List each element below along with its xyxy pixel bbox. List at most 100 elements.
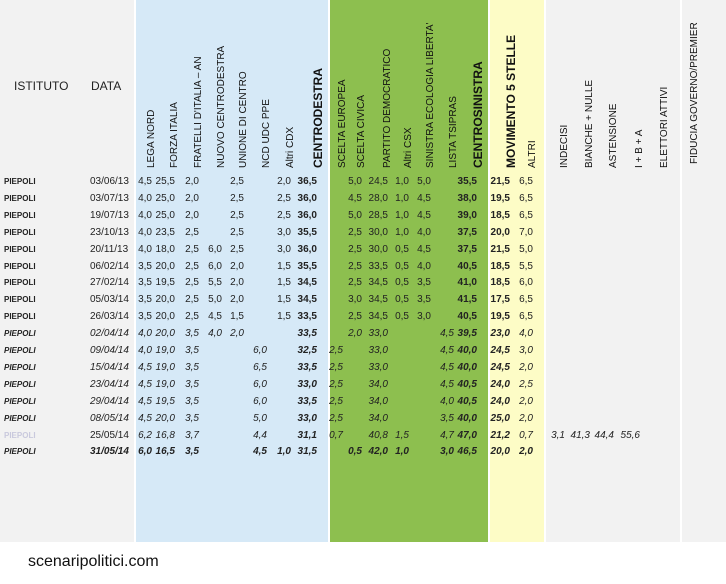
table-cell: 4,5: [208, 311, 222, 323]
row-istituto: PIEPOLI: [4, 329, 36, 339]
table-cell: 1,5: [277, 277, 291, 289]
table-cell: 40,5: [457, 311, 477, 323]
column-header: ELETTORI ATTIVI: [659, 86, 670, 168]
table-cell: 2,5: [348, 260, 362, 272]
table-cell: 31,1: [297, 429, 317, 441]
table-cell: 3,5: [185, 328, 199, 340]
table-cell: 2,5: [277, 192, 291, 204]
row-istituto: PIEPOLI: [4, 261, 36, 271]
table-cell: 4,0: [417, 260, 431, 272]
table-cell: 6,0: [253, 345, 267, 356]
row-date: 25/05/14: [90, 429, 129, 441]
row-istituto: PIEPOLI: [4, 227, 36, 237]
table-cell: 4,5: [440, 328, 454, 340]
table-cell: 3,0: [348, 294, 362, 306]
row-date: 03/07/13: [90, 192, 129, 204]
column-header: Altri CSX: [403, 127, 414, 168]
table-cell: 30,0: [368, 243, 388, 255]
table-cell: 4,5: [138, 395, 152, 407]
table-cell: 2,5: [185, 260, 199, 272]
table-cell: 3,5: [185, 378, 199, 390]
table-cell: 4,0: [519, 328, 533, 340]
table-cell: 2,5: [329, 361, 343, 373]
row-istituto: PIEPOLI: [4, 379, 36, 389]
table-cell: 18,0: [155, 243, 175, 255]
table-cell: 2,0: [185, 176, 199, 187]
table-cell: 4,0: [138, 209, 152, 221]
table-cell: 4,5: [138, 176, 152, 187]
table-cell: 3,0: [519, 345, 533, 356]
table-cell: 4,0: [138, 328, 152, 340]
row-istituto: PIEPOLI: [4, 278, 36, 288]
table-cell: 35,5: [297, 226, 317, 238]
table-cell: 44,4: [594, 429, 614, 441]
table-cell: 2,0: [230, 328, 244, 340]
column-header: UNIONE DI CENTRO: [238, 71, 249, 168]
table-cell: 31,5: [297, 446, 317, 458]
table-cell: 4,5: [253, 446, 267, 458]
table-cell: 20,0: [155, 311, 175, 323]
table-cell: 28,0: [368, 192, 388, 204]
table-cell: 3,0: [440, 446, 454, 458]
table-cell: 5,0: [253, 412, 267, 424]
table-cell: 30,0: [368, 226, 388, 238]
table-cell: 34,5: [368, 294, 388, 306]
table-cell: 4,0: [138, 192, 152, 204]
table-cell: 33,5: [368, 260, 388, 272]
table-cell: 0,7: [329, 429, 343, 441]
table-cell: 40,5: [457, 395, 477, 407]
table-cell: 40,5: [457, 260, 477, 272]
table-cell: 3,5: [138, 294, 152, 306]
table-cell: 4,5: [348, 192, 362, 204]
table-cell: 1,0: [277, 446, 291, 458]
column-header: BIANCHE + NULLE: [584, 79, 595, 168]
table-cell: 5,0: [208, 294, 222, 306]
column-header: SINISTRA ECOLOGIA LIBERTA': [425, 22, 436, 168]
table-cell: 3,5: [138, 311, 152, 323]
table-cell: 34,0: [368, 412, 388, 424]
table-cell: 3,5: [417, 277, 431, 289]
table-cell: 6,0: [253, 378, 267, 390]
table-cell: 20,0: [155, 328, 175, 340]
table-cell: 2,0: [519, 395, 533, 407]
table-cell: 39,5: [457, 328, 477, 340]
table-cell: 4,5: [138, 361, 152, 373]
table-cell: 18,5: [490, 209, 510, 221]
table-cell: 4,5: [440, 345, 454, 356]
table-cell: 24,0: [490, 395, 510, 407]
table-cell: 39,0: [457, 209, 477, 221]
column-header: NUOVO CENTRODESTRA: [216, 45, 227, 168]
table-cell: 18,5: [490, 260, 510, 272]
table-cell: 4,5: [440, 378, 454, 390]
row-istituto: PIEPOLI: [4, 396, 36, 406]
row-date: 02/04/14: [90, 328, 129, 340]
table-cell: 3,5: [417, 294, 431, 306]
table-cell: 33,0: [368, 345, 388, 356]
table-cell: 25,0: [490, 412, 510, 424]
table-cell: 36,0: [297, 243, 317, 255]
table-cell: 33,0: [297, 412, 317, 424]
table-cell: 21,2: [490, 429, 510, 441]
table-cell: 4,0: [138, 345, 152, 356]
row-istituto: PIEPOLI: [4, 362, 36, 372]
table-cell: 19,0: [155, 345, 175, 356]
row-date: 20/11/13: [90, 243, 129, 255]
row-istituto: PIEPOLI: [4, 244, 36, 254]
column-header: MOVIMENTO 5 STELLE: [504, 34, 518, 168]
column-header: CENTRODESTRA: [311, 67, 325, 168]
table-cell: 34,0: [368, 395, 388, 407]
table-cell: 1,5: [277, 260, 291, 272]
column-header: CENTROSINISTRA: [471, 61, 485, 168]
table-cell: 21,5: [490, 243, 510, 255]
row-date: 29/04/14: [90, 395, 129, 407]
table-cell: 6,5: [519, 176, 533, 187]
row-date: 23/04/14: [90, 378, 129, 390]
table-cell: 4,5: [417, 192, 431, 204]
table-cell: 19,0: [155, 361, 175, 373]
table-cell: 6,0: [138, 446, 152, 458]
row-istituto: PIEPOLI: [4, 177, 36, 186]
table-cell: 33,0: [368, 361, 388, 373]
table-cell: 5,0: [348, 176, 362, 187]
table-cell: 0,5: [395, 294, 409, 306]
table-cell: 34,0: [368, 378, 388, 390]
